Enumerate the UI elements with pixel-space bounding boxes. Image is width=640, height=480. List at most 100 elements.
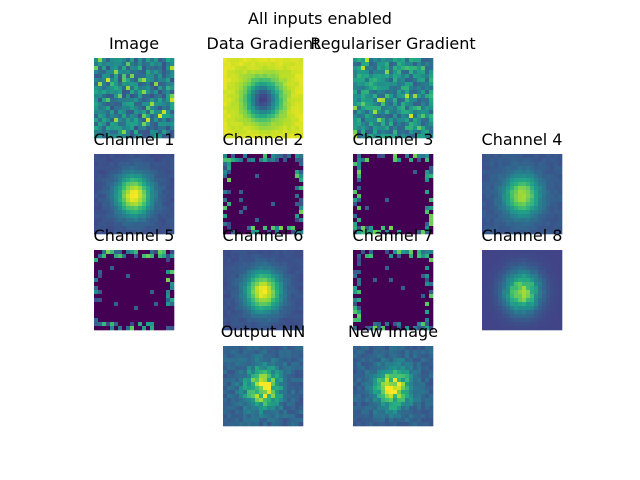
heatmap-cell [154, 250, 159, 255]
heatmap-cell [291, 378, 296, 383]
heatmap-cell [550, 158, 555, 163]
heatmap-cell [550, 182, 555, 187]
heatmap-cell [170, 174, 175, 179]
heatmap-cell [397, 182, 402, 187]
heatmap-cell [271, 114, 276, 119]
heatmap-cell [114, 94, 119, 99]
heatmap-cell [283, 158, 288, 163]
heatmap-cell [546, 178, 551, 183]
heatmap-cell [166, 178, 171, 183]
heatmap-cell [295, 354, 300, 359]
heatmap-cell [397, 130, 402, 135]
heatmap-cell [239, 98, 244, 103]
heatmap-cell [126, 290, 131, 295]
heatmap-cell [361, 314, 366, 319]
heatmap-cell [146, 82, 151, 87]
heatmap-cell [506, 222, 511, 227]
heatmap-cell [114, 98, 119, 103]
heatmap-cell [231, 78, 236, 83]
heatmap-cell [506, 298, 511, 303]
heatmap-cell [393, 178, 398, 183]
heatmap-cell [251, 102, 256, 107]
heatmap-cell [417, 314, 422, 319]
heatmap-cell [227, 114, 232, 119]
heatmap-cell [98, 114, 103, 119]
heatmap-cell [110, 98, 115, 103]
heatmap-cell [295, 226, 300, 231]
heatmap-cell [357, 126, 362, 131]
heatmap-cell [255, 166, 260, 171]
heatmap-cell [377, 210, 382, 215]
heatmap-cell [425, 106, 430, 111]
heatmap-cell [550, 322, 555, 327]
heatmap-cell [291, 174, 296, 179]
heatmap-cell [373, 314, 378, 319]
heatmap-cell [421, 206, 426, 211]
heatmap-cell [538, 310, 543, 315]
heatmap-cell [421, 82, 426, 87]
heatmap-cell [223, 226, 228, 231]
heatmap-cell [287, 218, 292, 223]
heatmap-cell [158, 254, 163, 259]
heatmap-cell [271, 194, 276, 199]
heatmap-cell [357, 354, 362, 359]
heatmap-cell [417, 358, 422, 363]
heatmap-cell [275, 386, 280, 391]
heatmap-cell [291, 166, 296, 171]
heatmap-cell [425, 346, 430, 351]
heatmap-cell [170, 202, 175, 207]
heatmap-cell [429, 266, 434, 271]
heatmap-cell [542, 198, 547, 203]
heatmap-cell [514, 254, 519, 259]
heatmap-cell [287, 58, 292, 63]
heatmap-cell [357, 358, 362, 363]
heatmap-cell [353, 190, 358, 195]
heatmap-cell [361, 134, 366, 139]
heatmap-cell [357, 162, 362, 167]
heatmap-cell [429, 154, 434, 159]
heatmap-cell [283, 282, 288, 287]
heatmap-cell [259, 394, 264, 399]
heatmap-cell [150, 134, 155, 139]
heatmap-cell [295, 106, 300, 111]
heatmap-cell [251, 394, 256, 399]
heatmap-cell [235, 270, 240, 275]
heatmap-cell [166, 306, 171, 311]
heatmap-cell [122, 306, 127, 311]
heatmap-cell [385, 346, 390, 351]
heatmap-cell [369, 74, 374, 79]
heatmap-cell [162, 270, 167, 275]
heatmap-cell [118, 202, 123, 207]
heatmap-cell [421, 122, 426, 127]
heatmap-cell [385, 266, 390, 271]
heatmap-cell [353, 114, 358, 119]
heatmap-cell [530, 298, 535, 303]
heatmap-cell [385, 166, 390, 171]
heatmap-cell [255, 314, 260, 319]
heatmap-cell [417, 174, 422, 179]
heatmap-cell [259, 98, 264, 103]
heatmap-cell [142, 62, 147, 67]
heatmap-cell [486, 322, 491, 327]
heatmap-cell [365, 290, 370, 295]
heatmap-cell [291, 182, 296, 187]
heatmap-cell [409, 254, 414, 259]
heatmap-cell [510, 226, 515, 231]
heatmap-cell [231, 282, 236, 287]
heatmap-cell [231, 90, 236, 95]
heatmap-cell [166, 130, 171, 135]
heatmap-cell [166, 174, 171, 179]
heatmap-cell [550, 174, 555, 179]
heatmap-cell [235, 114, 240, 119]
heatmap-cell [279, 174, 284, 179]
heatmap-cell [494, 174, 499, 179]
heatmap-cell [417, 158, 422, 163]
heatmap-cell [425, 86, 430, 91]
heatmap-cell [482, 302, 487, 307]
heatmap-cell [381, 298, 386, 303]
heatmap-cell [353, 370, 358, 375]
heatmap-cell [369, 166, 374, 171]
heatmap-cell [365, 226, 370, 231]
heatmap-cell [357, 102, 362, 107]
heatmap-cell [110, 58, 115, 63]
